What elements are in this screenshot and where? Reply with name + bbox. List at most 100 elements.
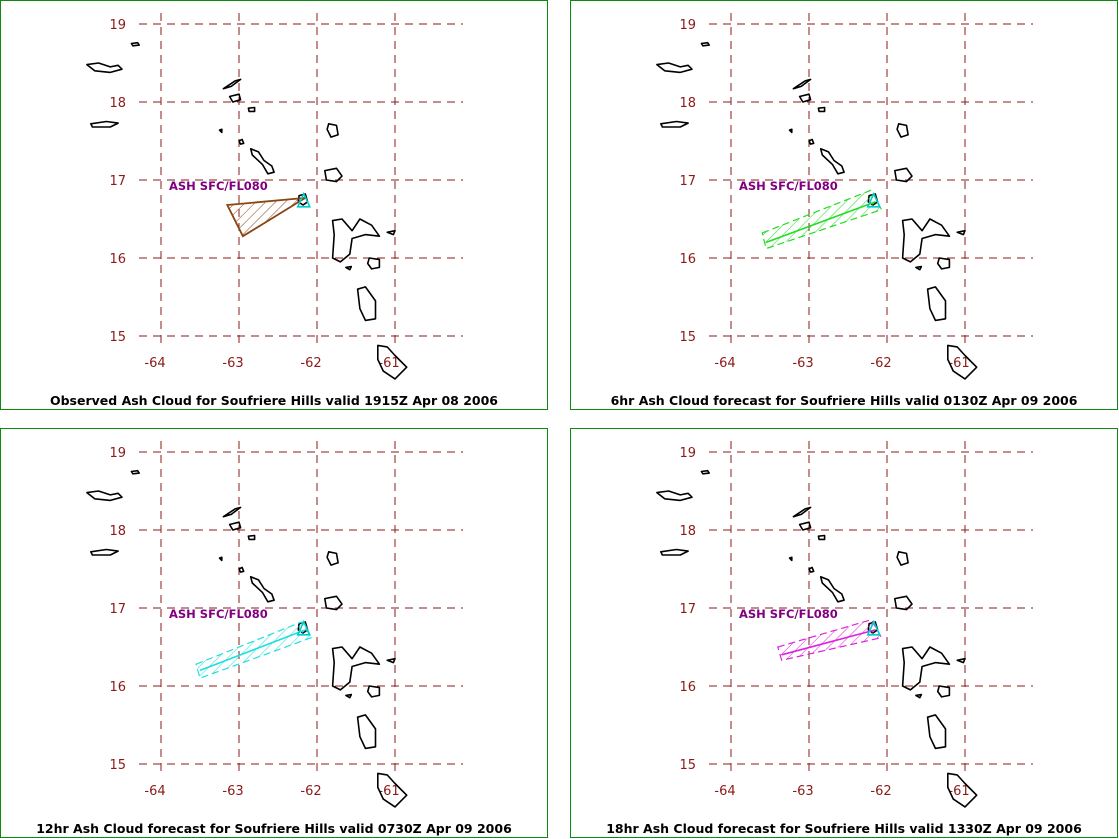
lon-tick-label: -62 [870, 356, 891, 371]
island-antigua [323, 167, 343, 183]
island-saba [788, 128, 793, 134]
lat-tick-label: 15 [679, 330, 696, 345]
island-guadeloupe [901, 218, 951, 263]
map-panel-12hr: 19 18 17 16 15 -64 -63 -62 -61 ASH SFC/FL080 12hr… [0, 428, 548, 838]
lon-tick-label: -62 [300, 784, 321, 799]
island-antigua [893, 595, 913, 611]
lon-tick-label: -64 [144, 356, 165, 371]
lat-tick-label: 15 [109, 758, 126, 773]
lon-tick-label: -62 [870, 784, 891, 799]
lat-tick-label: 16 [679, 680, 696, 695]
island-st-croix [90, 548, 119, 556]
lat-tick-label: 19 [679, 18, 696, 33]
map-canvas: 19 18 17 16 15 -64 -63 -62 -61 ASH SFC/FL080 [86, 13, 463, 380]
lat-tick-label: 18 [109, 524, 126, 539]
island-les-saintes [915, 265, 923, 271]
lat-tick-label: 18 [679, 96, 696, 111]
lat-tick-label: 16 [679, 252, 696, 267]
panel-caption: 18hr Ash Cloud forecast for Soufriere Hi… [606, 821, 1082, 836]
island-st-eustatius [808, 566, 815, 573]
island-anegada [130, 469, 140, 475]
lat-tick-label: 15 [109, 330, 126, 345]
lat-tick-label: 17 [679, 174, 696, 189]
island-martinique [376, 344, 408, 380]
island-st-kitts-nevis [249, 576, 275, 603]
island-desirade [386, 657, 396, 664]
island-st-barthelemy [817, 534, 826, 541]
island-st-croix [90, 120, 119, 128]
island-barbuda [326, 551, 339, 566]
volcano-marker-icon [296, 191, 311, 208]
island-martinique [946, 772, 978, 808]
volcano-marker-icon [296, 619, 311, 636]
island-st-barthelemy [247, 534, 256, 541]
panel-caption: Observed Ash Cloud for Soufriere Hills v… [49, 393, 499, 408]
ash-cloud-polygon [761, 189, 883, 250]
lat-tick-label: 16 [109, 252, 126, 267]
island-anguilla [222, 506, 242, 518]
island-martinique [376, 772, 408, 808]
island-dominica [356, 714, 377, 750]
panel-caption: 12hr Ash Cloud forecast for Soufriere Hi… [36, 821, 512, 836]
island-st-croix [660, 120, 689, 128]
island-barbuda [896, 551, 909, 566]
lon-tick-label: -61 [378, 784, 399, 799]
island-st-martin [228, 521, 242, 531]
island-antigua [893, 167, 913, 183]
lat-tick-label: 19 [109, 446, 126, 461]
ash-cloud-polygon [225, 197, 306, 238]
lon-tick-label: -62 [300, 356, 321, 371]
map-panel-6hr: 19 18 17 16 15 -64 -63 -62 -61 ASH SFC/FL080 6hr … [570, 0, 1118, 410]
island-saba [218, 556, 223, 562]
island-barbuda [896, 123, 909, 138]
island-st-eustatius [238, 138, 245, 145]
lat-tick-label: 19 [109, 18, 126, 33]
island-st-croix [660, 548, 689, 556]
ash-cloud-axis [781, 629, 876, 656]
lat-tick-label: 17 [109, 602, 126, 617]
map-canvas: 19 18 17 16 15 -64 -63 -62 -61 ASH SFC/FL080 [86, 441, 463, 808]
island-antigua [323, 595, 343, 611]
island-virgin-islands-north [656, 62, 693, 74]
panel-caption: 6hr Ash Cloud forecast for Soufriere Hil… [610, 393, 1078, 408]
island-marie-galante [366, 685, 381, 698]
island-st-kitts-nevis [819, 576, 845, 603]
ash-cloud-polygon [777, 618, 883, 662]
island-les-saintes [345, 265, 353, 271]
lat-tick-label: 18 [679, 524, 696, 539]
island-les-saintes [915, 693, 923, 699]
island-st-barthelemy [817, 106, 826, 113]
island-anguilla [222, 78, 242, 90]
island-virgin-islands-north [86, 490, 123, 502]
lat-tick-label: 19 [679, 446, 696, 461]
island-dominica [926, 286, 947, 322]
island-desirade [956, 229, 966, 236]
island-virgin-islands-north [86, 62, 123, 74]
island-st-martin [228, 93, 242, 103]
island-virgin-islands-north [656, 490, 693, 502]
map-panel-18hr: 19 18 17 16 15 -64 -63 -62 -61 ASH SFC/FL080 18hr… [570, 428, 1118, 838]
lon-tick-label: -64 [144, 784, 165, 799]
island-st-martin [798, 93, 812, 103]
volcano-marker-icon [866, 619, 881, 636]
map-panel-observed: 19 18 17 16 15 -64 -63 -62 -61 ASH SFC/FL080 Obse… [0, 0, 548, 410]
island-anegada [700, 41, 710, 47]
ash-cloud-axis [199, 629, 306, 672]
lon-tick-label: -64 [714, 356, 735, 371]
lon-tick-label: -63 [792, 784, 813, 799]
island-barbuda [326, 123, 339, 138]
island-marie-galante [936, 685, 951, 698]
island-les-saintes [345, 693, 353, 699]
lat-tick-label: 17 [679, 602, 696, 617]
lat-tick-label: 15 [679, 758, 696, 773]
lon-tick-label: -61 [948, 356, 969, 371]
island-st-kitts-nevis [819, 148, 845, 175]
island-desirade [386, 229, 396, 236]
ash-level-label: ASH SFC/FL080 [169, 607, 268, 621]
lat-tick-label: 18 [109, 96, 126, 111]
island-st-kitts-nevis [249, 148, 275, 175]
island-anegada [130, 41, 140, 47]
island-dominica [356, 286, 377, 322]
map-canvas: 19 18 17 16 15 -64 -63 -62 -61 ASH SFC/FL080 [656, 13, 1033, 380]
island-guadeloupe [331, 646, 381, 691]
